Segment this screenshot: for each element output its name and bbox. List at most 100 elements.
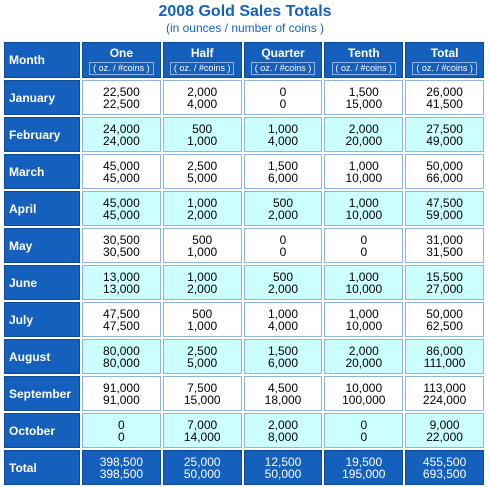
coins-value: 4,000 (187, 96, 218, 111)
total-cell: 86,000 111,000 (405, 339, 484, 374)
half-cell: 2,500 5,000 (162, 154, 242, 189)
month-cell: July (4, 302, 80, 337)
ounces-value: 7,000 (187, 417, 218, 432)
ounces-value: 1,000 (348, 195, 379, 210)
tenth-cell: 1,000 10,000 (324, 302, 404, 337)
col-half-unit: ( oz. / #coins ) (169, 61, 235, 75)
total-cell: 31,000 31,500 (405, 228, 484, 263)
month-cell: February (4, 117, 80, 152)
ounces-value: 91,000 (103, 380, 140, 395)
half-cell: 1,000 2,000 (162, 191, 242, 226)
ounces-value: 500 (272, 269, 293, 284)
coins-value: 6,000 (267, 170, 298, 185)
half-cell: 25,000 50,000 (162, 450, 242, 485)
half-cell: 1,000 2,000 (162, 265, 242, 300)
ounces-value: 1,500 (267, 158, 298, 173)
coins-value: 2,000 (267, 207, 298, 222)
total-cell: 455,500 693,500 (405, 450, 484, 485)
ounces-value: 2,000 (187, 84, 218, 99)
ounces-value: 24,000 (103, 121, 140, 136)
table-row: July 47,500 47,500 500 1,000 1,000 4,000 1,000 1… (4, 302, 484, 337)
half-cell: 2,000 4,000 (162, 80, 242, 115)
coins-value: 2,000 (187, 207, 218, 222)
one-cell: 30,500 30,500 (82, 228, 161, 263)
ounces-value: 2,500 (187, 158, 218, 173)
one-cell: 22,500 22,500 (82, 80, 161, 115)
coins-value: 14,000 (183, 429, 221, 444)
coins-value: 15,000 (183, 392, 221, 407)
ounces-value: 47,500 (103, 306, 140, 321)
ounces-value: 7,500 (187, 380, 218, 395)
ounces-value: 0 (360, 417, 368, 432)
table-row: March 45,000 45,000 2,500 5,000 1,500 6,000 1,0… (4, 154, 484, 189)
ounces-value: 80,000 (103, 343, 140, 358)
coins-value: 41,500 (426, 96, 463, 111)
half-cell: 2,500 5,000 (162, 339, 242, 374)
coins-value: 6,000 (267, 355, 298, 370)
coins-value: 0 (279, 96, 287, 111)
ounces-value: 398,500 (99, 454, 144, 469)
coins-value: 4,000 (267, 318, 298, 333)
ounces-value: 1,000 (267, 306, 298, 321)
one-cell: 91,000 91,000 (82, 376, 161, 411)
coins-value: 398,500 (99, 466, 144, 481)
ounces-value: 1,500 (267, 343, 298, 358)
ounces-value: 22,500 (103, 84, 140, 99)
coins-value: 20,000 (345, 355, 383, 370)
coins-value: 45,000 (103, 170, 140, 185)
coins-value: 50,000 (264, 466, 302, 481)
month-cell: April (4, 191, 80, 226)
total-cell: 50,000 62,500 (405, 302, 484, 337)
coins-value: 10,000 (345, 207, 383, 222)
coins-value: 22,000 (426, 429, 463, 444)
coins-value: 10,000 (345, 281, 383, 296)
page-title: 2008 Gold Sales Totals (158, 3, 332, 20)
one-cell: 47,500 47,500 (82, 302, 161, 337)
total-cell: 27,500 49,000 (405, 117, 484, 152)
ounces-value: 31,000 (426, 232, 463, 247)
col-total-label: Total (430, 45, 459, 60)
coins-value: 10,000 (345, 170, 383, 185)
ounces-value: 0 (279, 232, 287, 247)
ounces-value: 50,000 (426, 306, 463, 321)
tenth-cell: 2,000 20,000 (324, 117, 404, 152)
tenth-cell: 2,000 20,000 (324, 339, 404, 374)
ounces-value: 1,000 (348, 306, 379, 321)
coins-value: 0 (279, 244, 287, 259)
ounces-value: 26,000 (426, 84, 463, 99)
quarter-cell: 12,500 50,000 (243, 450, 323, 485)
ounces-value: 2,000 (267, 417, 298, 432)
col-month-label: Month (9, 53, 45, 67)
total-row: Total 398,500 398,500 25,000 50,000 12,500 50,… (4, 450, 484, 485)
coins-value: 0 (360, 429, 368, 444)
coins-value: 0 (118, 429, 125, 444)
tenth-cell: 1,500 15,000 (324, 80, 404, 115)
coins-value: 22,500 (103, 96, 140, 111)
coins-value: 5,000 (187, 355, 218, 370)
ounces-value: 1,000 (267, 121, 298, 136)
coins-value: 31,500 (426, 244, 463, 259)
one-cell: 80,000 80,000 (82, 339, 161, 374)
total-cell: 15,500 27,000 (405, 265, 484, 300)
coins-value: 27,000 (426, 281, 463, 296)
ounces-value: 4,500 (267, 380, 298, 395)
ounces-value: 19,500 (345, 454, 383, 469)
quarter-cell: 1,500 6,000 (243, 154, 323, 189)
coins-value: 693,500 (422, 466, 467, 481)
ounces-value: 1,000 (187, 195, 218, 210)
ounces-value: 0 (279, 84, 287, 99)
coins-value: 4,000 (267, 133, 298, 148)
coins-value: 30,500 (103, 244, 140, 259)
table-row: September 91,000 91,000 7,500 15,000 4,500 18,… (4, 376, 484, 411)
ounces-value: 2,500 (187, 343, 218, 358)
month-cell: June (4, 265, 80, 300)
ounces-value: 1,000 (187, 269, 218, 284)
coins-value: 10,000 (345, 318, 383, 333)
one-cell: 398,500 398,500 (82, 450, 161, 485)
total-cell: 9,000 22,000 (405, 413, 484, 448)
col-half-header: Half ( oz. / #coins ) (162, 42, 242, 78)
header-row: Month One ( oz. / #coins ) Half ( oz. / … (4, 42, 484, 78)
col-total-header: Total ( oz. / #coins ) (405, 42, 484, 78)
